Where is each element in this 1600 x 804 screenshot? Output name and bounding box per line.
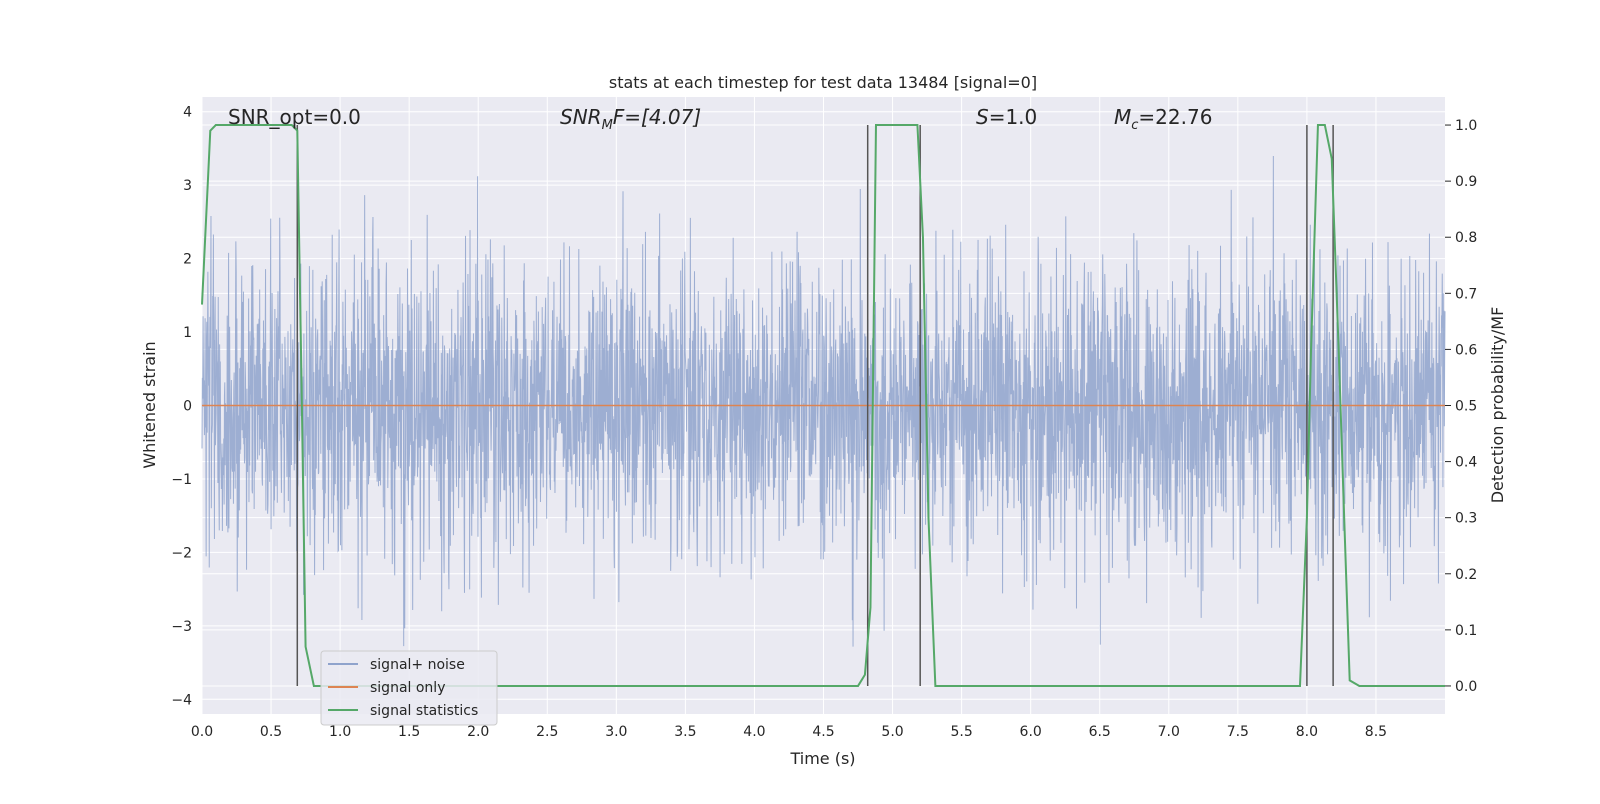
x-tick-label: 0.0 bbox=[191, 724, 213, 740]
x-tick-label: 4.5 bbox=[812, 724, 834, 740]
y2-tick-label: 0.5 bbox=[1455, 399, 1477, 415]
x-tick-label: 8.5 bbox=[1365, 724, 1387, 740]
y2-tick-label: 0.8 bbox=[1455, 230, 1477, 246]
y-tick-label: −1 bbox=[171, 472, 192, 488]
legend-label-signal-statistics: signal statistics bbox=[370, 703, 478, 719]
y2-tick-label: 0.1 bbox=[1455, 623, 1477, 639]
y2-tick-label: 0.9 bbox=[1455, 174, 1477, 190]
y2-tick-label: 0.6 bbox=[1455, 342, 1477, 358]
x-tick-label: 7.5 bbox=[1227, 724, 1249, 740]
snr-mf-sub: M bbox=[602, 118, 613, 133]
y2-tick-label: 0.2 bbox=[1455, 567, 1477, 583]
y-tick-label: 2 bbox=[183, 252, 192, 268]
x-ticks: 0.0 0.5 1.0 1.5 2.0 2.5 3.0 3.5 4.0 4.5 5.0 5.5 6.0 6… bbox=[191, 724, 1387, 740]
mc-symbol: M bbox=[1114, 105, 1131, 129]
y-ticks: −4 −3 −2 −1 0 1 2 3 4 bbox=[171, 105, 192, 709]
y-tick-label: 4 bbox=[183, 105, 192, 121]
x-tick-label: 1.5 bbox=[398, 724, 420, 740]
y2-tick-label: 0.4 bbox=[1455, 455, 1477, 471]
y-axis-label: Whitened strain bbox=[140, 341, 159, 468]
y2-ticks: 0.0 0.1 0.2 0.3 0.4 0.5 0.6 0.7 0.8 0.9 1.0 bbox=[1445, 118, 1477, 695]
y2-axis-label: Detection probability/MF bbox=[1488, 307, 1507, 504]
x-tick-label: 2.5 bbox=[536, 724, 558, 740]
legend-box bbox=[320, 650, 498, 726]
legend-label-signal-only: signal only bbox=[370, 680, 445, 696]
s-symbol: S bbox=[976, 105, 989, 129]
x-tick-label: 3.0 bbox=[605, 724, 627, 740]
x-axis-label: Time (s) bbox=[789, 749, 855, 768]
mc-sub: c bbox=[1131, 118, 1138, 133]
y-tick-label: −3 bbox=[171, 619, 192, 635]
annotation-snr-mf: SNRMF=[4.07] bbox=[560, 105, 701, 133]
mc-rest: =22.76 bbox=[1138, 105, 1212, 129]
signal-statistics-series bbox=[201, 124, 1445, 687]
x-tick-label: 3.5 bbox=[674, 724, 696, 740]
legend: signal+ noise signal only signal statist… bbox=[320, 650, 498, 726]
x-tick-label: 0.5 bbox=[260, 724, 282, 740]
legend-label-signal-noise: signal+ noise bbox=[370, 657, 465, 673]
y2-tick-label: 0.7 bbox=[1455, 286, 1477, 302]
x-tick-label: 1.0 bbox=[329, 724, 351, 740]
x-tick-label: 2.0 bbox=[467, 724, 489, 740]
y-tick-label: 3 bbox=[183, 178, 192, 194]
x-tick-label: 6.5 bbox=[1089, 724, 1111, 740]
annotation-snr-opt: SNR_opt=0.0 bbox=[228, 105, 361, 129]
annotation-s: S=1.0 bbox=[976, 105, 1037, 129]
y-tick-label: 1 bbox=[183, 325, 192, 341]
chart-title: stats at each timestep for test data 134… bbox=[609, 73, 1037, 92]
snr-mf-rest: F=[4.07] bbox=[613, 105, 701, 129]
x-tick-label: 5.5 bbox=[950, 724, 972, 740]
signal-noise-line bbox=[201, 155, 1446, 647]
y2-tick-label: 1.0 bbox=[1455, 118, 1477, 134]
x-tick-label: 8.0 bbox=[1296, 724, 1318, 740]
s-rest: =1.0 bbox=[989, 105, 1038, 129]
y-tick-label: −2 bbox=[171, 545, 192, 561]
annotation-mc: Mc=22.76 bbox=[1114, 105, 1212, 133]
y-tick-label: 0 bbox=[183, 399, 192, 415]
signal-noise-series bbox=[201, 155, 1446, 647]
x-tick-label: 4.0 bbox=[743, 724, 765, 740]
x-tick-label: 6.0 bbox=[1020, 724, 1042, 740]
y2-tick-label: 0.3 bbox=[1455, 511, 1477, 527]
x-tick-label: 7.0 bbox=[1158, 724, 1180, 740]
y-tick-label: −4 bbox=[171, 692, 192, 708]
y2-tick-label: 0.0 bbox=[1455, 679, 1477, 695]
snr-mf-symbol: SNR bbox=[560, 105, 602, 129]
x-tick-label: 5.0 bbox=[881, 724, 903, 740]
